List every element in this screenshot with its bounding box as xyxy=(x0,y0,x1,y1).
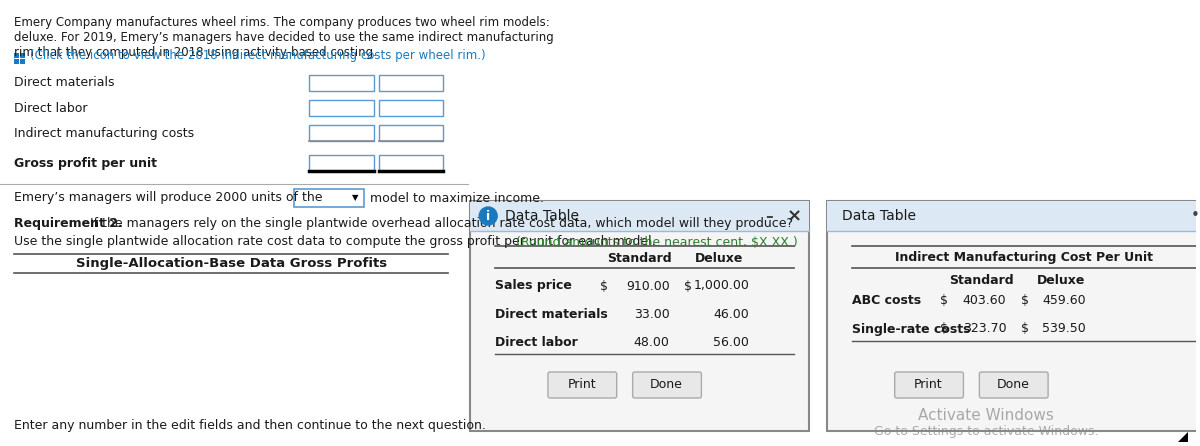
Text: Emery Company manufactures wheel rims. The company produces two wheel rim models: Emery Company manufactures wheel rims. T… xyxy=(14,16,553,59)
FancyBboxPatch shape xyxy=(378,75,443,91)
Text: $: $ xyxy=(1021,294,1030,307)
FancyBboxPatch shape xyxy=(308,75,373,91)
Text: (Round amounts to the nearest cent, $X.XX.): (Round amounts to the nearest cent, $X.X… xyxy=(512,235,798,248)
FancyBboxPatch shape xyxy=(632,372,701,398)
Text: $: $ xyxy=(600,280,607,293)
Text: 48.00: 48.00 xyxy=(634,335,670,348)
Text: Single-rate costs: Single-rate costs xyxy=(852,322,971,335)
Text: model to maximize income.: model to maximize income. xyxy=(370,191,544,205)
FancyBboxPatch shape xyxy=(14,59,19,64)
Text: Data Table: Data Table xyxy=(842,209,916,223)
FancyBboxPatch shape xyxy=(548,372,617,398)
FancyBboxPatch shape xyxy=(827,201,1200,431)
Text: (Click the icon to view the 2018 indirect manufacturing costs per wheel rim.): (Click the icon to view the 2018 indirec… xyxy=(30,49,486,62)
Text: Deluxe: Deluxe xyxy=(695,252,744,264)
Text: ABC costs: ABC costs xyxy=(852,294,920,307)
FancyBboxPatch shape xyxy=(20,53,25,58)
FancyBboxPatch shape xyxy=(378,125,443,141)
Text: 56.00: 56.00 xyxy=(713,335,749,348)
FancyBboxPatch shape xyxy=(979,372,1048,398)
Text: $: $ xyxy=(940,294,948,307)
FancyBboxPatch shape xyxy=(20,59,25,64)
Text: Direct labor: Direct labor xyxy=(14,102,88,115)
Text: $: $ xyxy=(684,280,692,293)
FancyBboxPatch shape xyxy=(294,189,364,207)
Text: Print: Print xyxy=(914,379,943,392)
Text: 459.60: 459.60 xyxy=(1043,294,1086,307)
Text: Direct materials: Direct materials xyxy=(496,307,608,321)
Text: •: • xyxy=(1192,208,1200,223)
FancyBboxPatch shape xyxy=(378,155,443,171)
Text: 33.00: 33.00 xyxy=(634,307,670,321)
Text: Activate Windows: Activate Windows xyxy=(918,409,1055,424)
Text: Direct materials: Direct materials xyxy=(14,77,114,90)
Text: Indirect Manufacturing Cost Per Unit: Indirect Manufacturing Cost Per Unit xyxy=(895,252,1153,264)
Text: 323.70: 323.70 xyxy=(962,322,1007,335)
Text: i: i xyxy=(486,210,491,223)
Text: Requirement 2.: Requirement 2. xyxy=(14,218,122,231)
Text: Standard: Standard xyxy=(949,274,1014,288)
Text: Go to Settings to activate Windows.: Go to Settings to activate Windows. xyxy=(874,425,1098,438)
Text: ▼: ▼ xyxy=(353,194,359,202)
Text: Enter any number in the edit fields and then continue to the next question.: Enter any number in the edit fields and … xyxy=(14,420,486,433)
Text: Data Table: Data Table xyxy=(505,209,580,223)
Text: 910.00: 910.00 xyxy=(625,280,670,293)
Text: Deluxe: Deluxe xyxy=(1037,274,1085,288)
FancyBboxPatch shape xyxy=(895,372,964,398)
Text: Emery’s managers will produce 2000 units of the: Emery’s managers will produce 2000 units… xyxy=(14,191,323,205)
Text: Single-Allocation-Base Data Gross Profits: Single-Allocation-Base Data Gross Profit… xyxy=(76,256,386,269)
Text: Sales price: Sales price xyxy=(496,280,572,293)
Text: 539.50: 539.50 xyxy=(1043,322,1086,335)
Circle shape xyxy=(479,207,497,225)
Text: Done: Done xyxy=(650,379,683,392)
FancyBboxPatch shape xyxy=(470,201,809,431)
Text: ×: × xyxy=(786,207,802,225)
Text: If the managers rely on the single plantwide overhead allocation rate cost data,: If the managers rely on the single plant… xyxy=(85,218,793,231)
Text: 403.60: 403.60 xyxy=(962,294,1007,307)
Text: –: – xyxy=(766,208,773,223)
Text: Standard: Standard xyxy=(607,252,672,264)
FancyBboxPatch shape xyxy=(827,201,1200,231)
Text: 46.00: 46.00 xyxy=(714,307,749,321)
Text: Print: Print xyxy=(568,379,596,392)
Text: $: $ xyxy=(1021,322,1030,335)
Polygon shape xyxy=(1177,432,1188,442)
FancyBboxPatch shape xyxy=(308,155,373,171)
FancyBboxPatch shape xyxy=(308,125,373,141)
Text: Done: Done xyxy=(997,379,1030,392)
Text: $: $ xyxy=(940,322,948,335)
Text: Indirect manufacturing costs: Indirect manufacturing costs xyxy=(14,127,194,140)
FancyBboxPatch shape xyxy=(378,100,443,116)
FancyBboxPatch shape xyxy=(308,100,373,116)
Text: Direct labor: Direct labor xyxy=(496,335,578,348)
Text: 1,000.00: 1,000.00 xyxy=(694,280,749,293)
Text: Gross profit per unit: Gross profit per unit xyxy=(14,157,157,169)
FancyBboxPatch shape xyxy=(470,201,809,231)
FancyBboxPatch shape xyxy=(14,53,19,58)
Text: Use the single plantwide allocation rate cost data to compute the gross profit p: Use the single plantwide allocation rate… xyxy=(14,235,655,248)
